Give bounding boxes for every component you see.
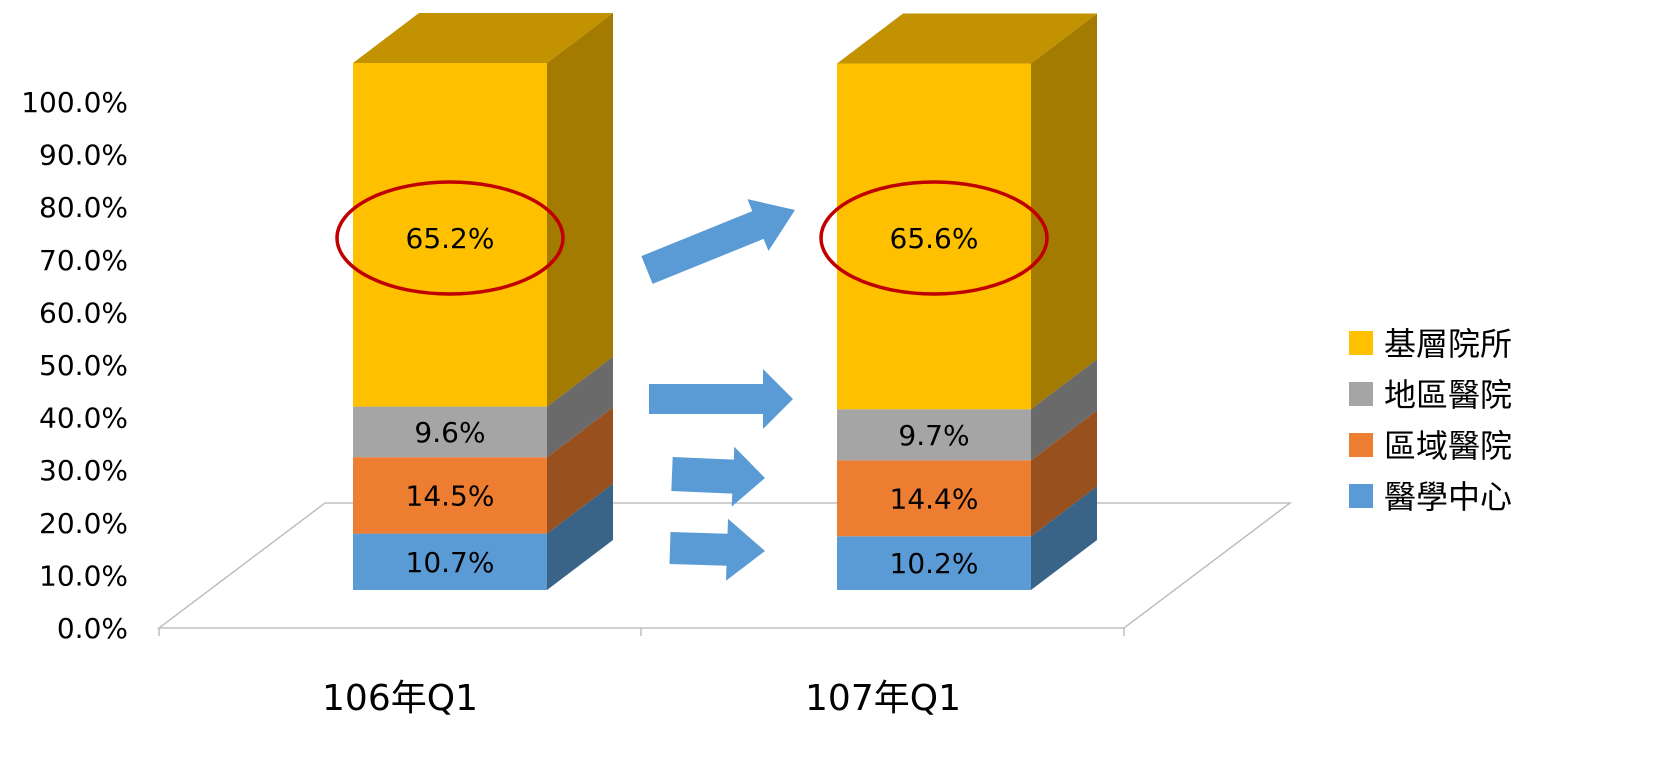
data-labels: 10.7% 14.5% 9.6% 65.2% 10.2% 14.4% 9.7% 65.6% (406, 222, 979, 580)
bar-segment (837, 460, 1031, 537)
legend-label: 醫學中心 (1384, 478, 1512, 516)
data-label: 9.6% (414, 416, 485, 449)
x-category-label: 107年Q1 (805, 678, 961, 719)
arrow-icon (641, 199, 795, 284)
highlight-ellipse (335, 180, 565, 296)
data-label: 14.4% (890, 482, 979, 515)
bar-segment (837, 409, 1031, 461)
y-tick-label: 20.0% (39, 507, 128, 540)
arrow-icon (671, 446, 765, 507)
y-tick-label: 50.0% (39, 349, 128, 382)
legend-label: 地區醫院 (1384, 376, 1512, 414)
data-label: 10.2% (890, 547, 979, 580)
bar-segment (837, 536, 1031, 590)
bars (353, 13, 1097, 590)
highlight-ellipses (335, 180, 1049, 296)
y-tick-label: 70.0% (39, 244, 128, 277)
legend-swatch (1349, 331, 1373, 355)
trend-arrows (641, 199, 795, 581)
y-tick-label: 0.0% (57, 612, 128, 645)
x-category-label: 106年Q1 (322, 678, 478, 719)
bar-stack (353, 13, 613, 590)
bar-segment (353, 63, 547, 407)
y-tick-label: 30.0% (39, 454, 128, 487)
data-label: 14.5% (406, 479, 495, 512)
bar-segment-side (547, 13, 613, 407)
highlight-ellipse (819, 180, 1049, 296)
data-label: 9.7% (898, 419, 969, 452)
bar-segment-side (1031, 410, 1097, 537)
bar-segment (353, 533, 547, 590)
legend-label: 區域醫院 (1384, 427, 1512, 465)
chart-floor (156, 502, 1293, 636)
bar-segment-side (547, 356, 613, 458)
y-tick-label: 90.0% (39, 139, 128, 172)
bar-top (837, 13, 1097, 64)
bar-segment-side (1031, 486, 1097, 590)
bar-segment-side (1031, 359, 1097, 461)
legend-swatch (1349, 433, 1373, 457)
legend-item: 區域醫院 (1349, 427, 1512, 465)
y-tick-label: 80.0% (39, 191, 128, 224)
y-tick-label: 60.0% (39, 296, 128, 329)
data-label: 65.6% (890, 222, 979, 255)
legend-swatch (1349, 484, 1373, 508)
bar-segment (353, 406, 547, 458)
arrow-icon (669, 518, 765, 581)
floor-outline (156, 502, 1293, 629)
bar-segment (353, 457, 547, 534)
legend-label: 基層院所 (1384, 325, 1512, 363)
bar-segment-side (547, 407, 613, 534)
y-tick-label: 100.0% (21, 86, 128, 119)
bar-top (353, 13, 613, 63)
y-axis: 0.0% 10.0% 20.0% 30.0% 40.0% 50.0% 60.0% 70.0% 8… (21, 86, 128, 645)
arrow-icon (649, 369, 793, 429)
legend-item: 基層院所 (1349, 325, 1512, 363)
legend-swatch (1349, 382, 1373, 406)
bar-segment-side (547, 483, 613, 590)
bar-stack (837, 13, 1097, 590)
y-tick-label: 10.0% (39, 559, 128, 592)
data-label: 65.2% (406, 222, 495, 255)
bar-segment-side (1031, 13, 1097, 410)
legend-item: 醫學中心 (1349, 478, 1512, 516)
x-axis: 106年Q1 107年Q1 (322, 678, 961, 719)
legend-item: 地區醫院 (1349, 376, 1512, 414)
bar-segment (837, 63, 1031, 410)
y-tick-label: 40.0% (39, 402, 128, 435)
data-label: 10.7% (406, 546, 495, 579)
